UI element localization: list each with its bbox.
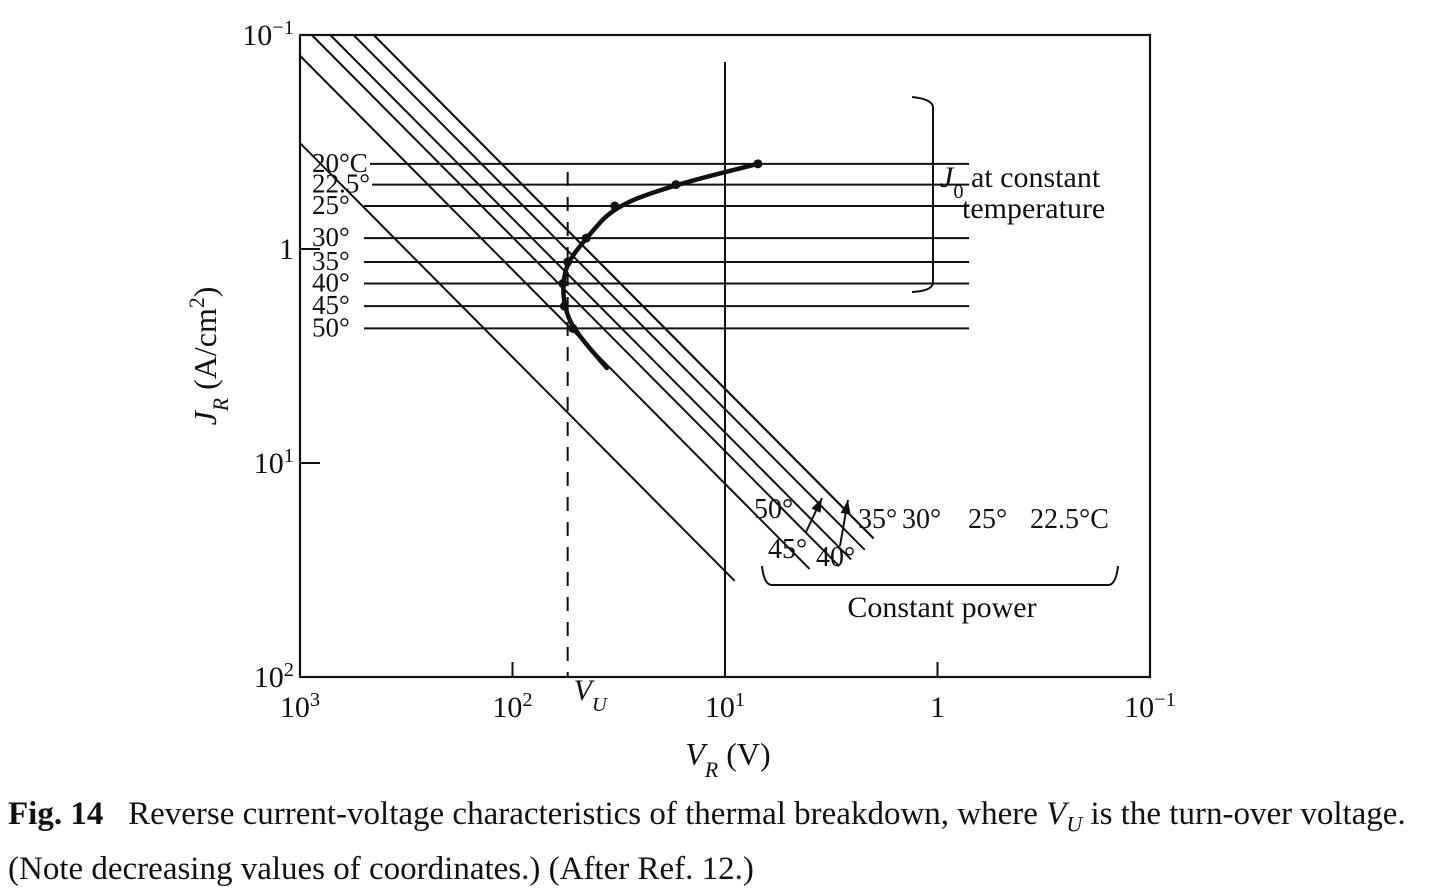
j0-bracket [911,96,934,293]
temperature-label: 25° [312,190,350,220]
y-tick-label: 102 [254,659,294,694]
caption-vu-subscript: U [1066,811,1083,837]
x-tick-label: 1 [930,691,945,724]
intersection-point [671,180,681,190]
y-axis-label: JR (A/cm2) [185,287,233,426]
caption-vu-symbol: V [1046,796,1067,832]
reference-lines: VU [566,62,726,716]
caption-text-1: Reverse current-voltage characteristics … [128,796,1047,832]
intersection-point [563,257,573,267]
constant-power-line [299,142,736,582]
temperature-label: 30° [312,222,350,252]
turnover-curve [561,161,761,371]
constant-temperature-lines: 20°C22.5°25°30°35°40°45°50° [312,148,970,342]
temperature-label: 20°C [312,148,368,178]
x-axis-label: VR (V) [685,736,770,782]
constant-power-bracket [761,565,1119,586]
power-label: 40° [816,542,855,573]
constant-power-line [352,34,866,551]
power-label: 45° [768,534,807,565]
label-arrowhead [840,500,851,515]
y-tick-label: 10−1 [242,17,294,52]
y-tick-label: 1 [279,233,294,266]
constant-power-line [311,34,840,567]
x-tick-label: 103 [280,689,320,724]
intersection-point [559,301,569,311]
constant-power-line [329,34,852,561]
y-tick-label: 101 [254,445,294,480]
caption-text-2: is the turn-over voltage. (Note decreasi… [8,796,1406,887]
intersection-point [581,233,591,243]
temperature-label: 22.5° [312,169,370,199]
intersection-point [558,279,568,289]
constant-power-line [299,55,811,570]
constant-power-line [372,34,875,540]
temperature-label: 45° [312,290,350,320]
intersection-point [610,201,620,211]
power-label: 25° [968,504,1007,535]
power-label: 30° [902,504,941,535]
constant-power-label: Constant power [847,591,1036,624]
j0-label-line-1: J0 at constant [940,161,1101,203]
constant-power-lines [299,34,875,582]
x-tick-label: 10−1 [1124,689,1176,724]
x-tick-label: 102 [492,689,532,724]
intersection-point [753,159,763,169]
turnover-curve-group [558,159,763,371]
power-label: 35° [858,504,897,535]
temperature-label: 50° [312,312,350,342]
figure-caption: Fig. 14 Reverse current-voltage characte… [8,792,1428,891]
label-arrowhead [811,498,822,513]
power-label: 22.5°C [1030,504,1109,535]
x-tick-label: 101 [705,689,745,724]
j0-label-line-2: temperature [962,192,1105,225]
power-label: 50° [754,494,793,525]
vu-label: VU [574,674,608,716]
figure-number: Fig. 14 [8,796,104,832]
temperature-label: 35° [312,246,350,276]
temperature-label: 40° [312,268,350,298]
intersection-point [568,323,578,333]
